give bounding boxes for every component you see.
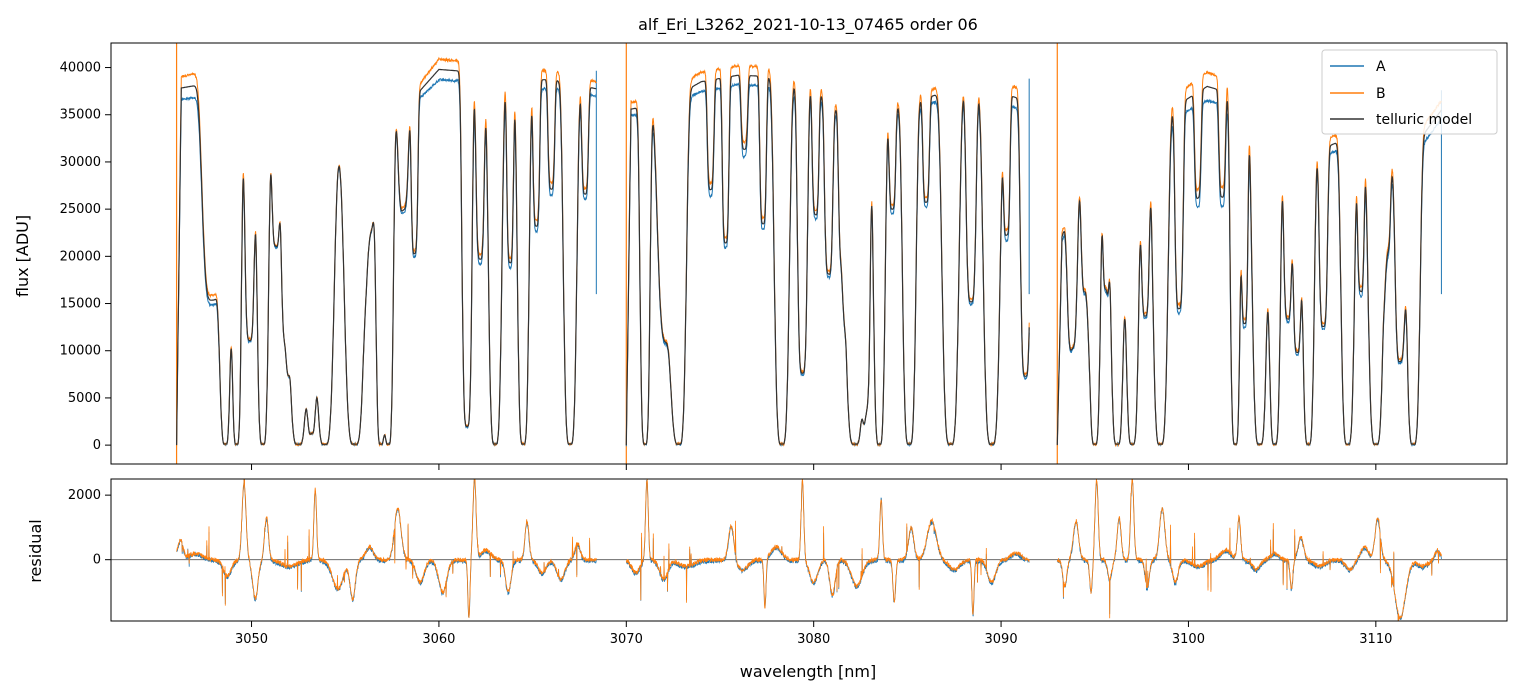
x-axis-label: wavelength [nm] xyxy=(740,662,877,681)
flux-y-axis-label: flux [ADU] xyxy=(13,215,32,297)
flux-panel: 0 5000 10000 15000 20000 25000 30000 35000 40000… xyxy=(13,42,1508,470)
residual-y-ticks: 0 2000 xyxy=(68,488,111,568)
flux-y-ticks: 0 5000 10000 15000 20000 25000 30000 35000 40000 xyxy=(60,61,111,453)
x-tick-label: 3070 xyxy=(610,632,643,647)
flux-y-tick-label: 15000 xyxy=(60,297,101,312)
flux-axes-frame xyxy=(110,42,1508,465)
residual-panel: 0 2000 3050 3060 3070 3080 3090 3100 3110 resid… xyxy=(26,478,1508,681)
residual-plot-area xyxy=(111,479,1507,621)
flux-y-tick-label: 35000 xyxy=(60,108,101,123)
residual-axes-frame xyxy=(110,478,1508,622)
legend: A B telluric model xyxy=(1321,49,1498,135)
residual-b-line xyxy=(176,479,597,618)
flux-y-tick-label: 25000 xyxy=(60,202,101,217)
residual-y-axis-label: residual xyxy=(26,519,45,582)
x-tick-label: 3110 xyxy=(1359,632,1392,647)
x-tick-label: 3090 xyxy=(985,632,1018,647)
flux-x-ticks xyxy=(251,464,1377,470)
residual-y-tick-label: 2000 xyxy=(68,488,101,503)
x-tick-label: 3060 xyxy=(422,632,455,647)
legend-label-a: A xyxy=(1376,59,1386,75)
flux-y-tick-label: 40000 xyxy=(60,61,101,76)
legend-label-telluric: telluric model xyxy=(1376,112,1472,128)
legend-label-b: B xyxy=(1376,86,1386,102)
telluric-model-line xyxy=(176,68,597,446)
residual-x-ticks: 3050 3060 3070 3080 3090 3100 3110 xyxy=(235,621,1392,647)
flux-y-tick-label: 10000 xyxy=(60,344,101,359)
telluric-model-line xyxy=(625,74,1030,446)
telluric-model-line xyxy=(1056,85,1442,446)
residual-b-line xyxy=(625,479,1030,615)
x-tick-label: 3100 xyxy=(1172,632,1205,647)
chart-title: alf_Eri_L3262_2021-10-13_07465 order 06 xyxy=(638,15,978,35)
flux-y-tick-label: 5000 xyxy=(68,391,101,406)
x-tick-label: 3050 xyxy=(235,632,268,647)
flux-y-tick-label: 20000 xyxy=(60,249,101,264)
residual-b-line xyxy=(1056,479,1442,621)
x-tick-label: 3080 xyxy=(797,632,830,647)
legend-box xyxy=(1321,49,1498,135)
flux-y-tick-label: 0 xyxy=(93,438,101,453)
flux-y-tick-label: 30000 xyxy=(60,155,101,170)
residual-y-tick-label: 0 xyxy=(93,553,101,568)
